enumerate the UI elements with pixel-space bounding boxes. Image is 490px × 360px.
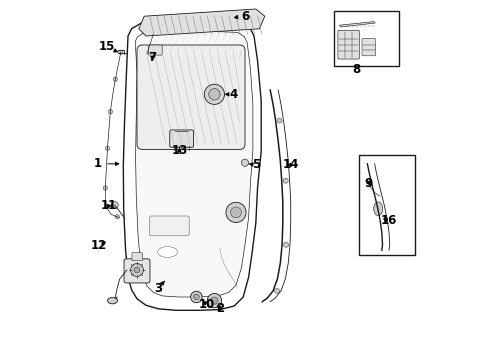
Ellipse shape — [107, 297, 118, 304]
PathPatch shape — [135, 31, 253, 297]
FancyBboxPatch shape — [359, 155, 415, 255]
FancyBboxPatch shape — [149, 216, 189, 236]
Ellipse shape — [158, 247, 177, 257]
Text: 14: 14 — [283, 158, 299, 171]
Text: 3: 3 — [154, 281, 165, 294]
Circle shape — [283, 178, 288, 183]
FancyBboxPatch shape — [137, 45, 245, 149]
Text: 15: 15 — [98, 40, 118, 53]
Circle shape — [209, 89, 220, 100]
Circle shape — [231, 207, 242, 218]
Circle shape — [277, 118, 282, 123]
Circle shape — [207, 293, 221, 308]
Circle shape — [204, 84, 224, 104]
Text: 6: 6 — [234, 10, 249, 23]
Text: 13: 13 — [172, 144, 188, 157]
Circle shape — [211, 297, 218, 304]
Ellipse shape — [374, 202, 383, 216]
Circle shape — [103, 186, 107, 190]
Text: 5: 5 — [249, 158, 260, 171]
Text: 7: 7 — [148, 51, 156, 64]
FancyBboxPatch shape — [364, 165, 377, 181]
PathPatch shape — [339, 22, 375, 27]
Circle shape — [191, 291, 202, 303]
Text: 4: 4 — [225, 88, 238, 101]
Circle shape — [108, 109, 113, 114]
Text: 1: 1 — [94, 157, 119, 170]
Text: 16: 16 — [381, 214, 397, 227]
Circle shape — [242, 159, 248, 166]
Text: 11: 11 — [101, 199, 117, 212]
Circle shape — [119, 50, 123, 54]
FancyBboxPatch shape — [124, 259, 150, 283]
Text: 8: 8 — [352, 63, 361, 76]
Text: 2: 2 — [217, 302, 224, 315]
FancyBboxPatch shape — [362, 39, 376, 56]
Circle shape — [226, 202, 246, 222]
Circle shape — [130, 264, 144, 276]
FancyBboxPatch shape — [338, 30, 360, 59]
Circle shape — [115, 215, 120, 219]
FancyBboxPatch shape — [170, 130, 194, 147]
FancyBboxPatch shape — [148, 45, 162, 55]
Text: 12: 12 — [91, 239, 107, 252]
FancyBboxPatch shape — [334, 11, 399, 66]
Circle shape — [113, 77, 118, 81]
Text: 9: 9 — [364, 177, 372, 190]
Circle shape — [284, 242, 289, 247]
Circle shape — [194, 294, 199, 300]
FancyBboxPatch shape — [132, 253, 143, 261]
Circle shape — [111, 202, 118, 209]
Text: 10: 10 — [199, 298, 215, 311]
Circle shape — [134, 267, 140, 273]
PathPatch shape — [139, 9, 265, 36]
Circle shape — [274, 288, 280, 293]
Circle shape — [105, 146, 110, 150]
PathPatch shape — [123, 22, 261, 310]
